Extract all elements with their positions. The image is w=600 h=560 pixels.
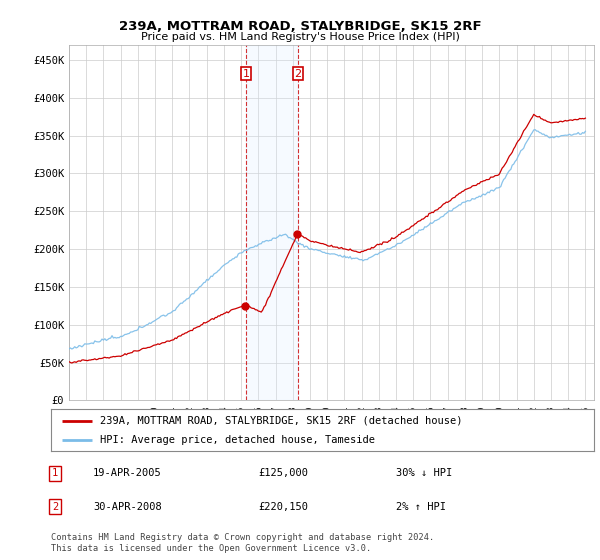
Text: 30-APR-2008: 30-APR-2008 [93, 502, 162, 512]
Text: HPI: Average price, detached house, Tameside: HPI: Average price, detached house, Tame… [100, 435, 375, 445]
Text: 19-APR-2005: 19-APR-2005 [93, 468, 162, 478]
Text: 30% ↓ HPI: 30% ↓ HPI [396, 468, 452, 478]
Text: £125,000: £125,000 [258, 468, 308, 478]
Text: 239A, MOTTRAM ROAD, STALYBRIDGE, SK15 2RF (detached house): 239A, MOTTRAM ROAD, STALYBRIDGE, SK15 2R… [100, 416, 463, 426]
Text: 2: 2 [294, 68, 301, 78]
Text: Price paid vs. HM Land Registry's House Price Index (HPI): Price paid vs. HM Land Registry's House … [140, 32, 460, 43]
Text: 2% ↑ HPI: 2% ↑ HPI [396, 502, 446, 512]
Text: 1: 1 [242, 68, 250, 78]
Text: Contains HM Land Registry data © Crown copyright and database right 2024.
This d: Contains HM Land Registry data © Crown c… [51, 533, 434, 553]
Text: 239A, MOTTRAM ROAD, STALYBRIDGE, SK15 2RF: 239A, MOTTRAM ROAD, STALYBRIDGE, SK15 2R… [119, 20, 481, 32]
Text: 1: 1 [52, 468, 58, 478]
Bar [246, 45, 298, 400]
Text: £220,150: £220,150 [258, 502, 308, 512]
Text: 2: 2 [52, 502, 58, 512]
